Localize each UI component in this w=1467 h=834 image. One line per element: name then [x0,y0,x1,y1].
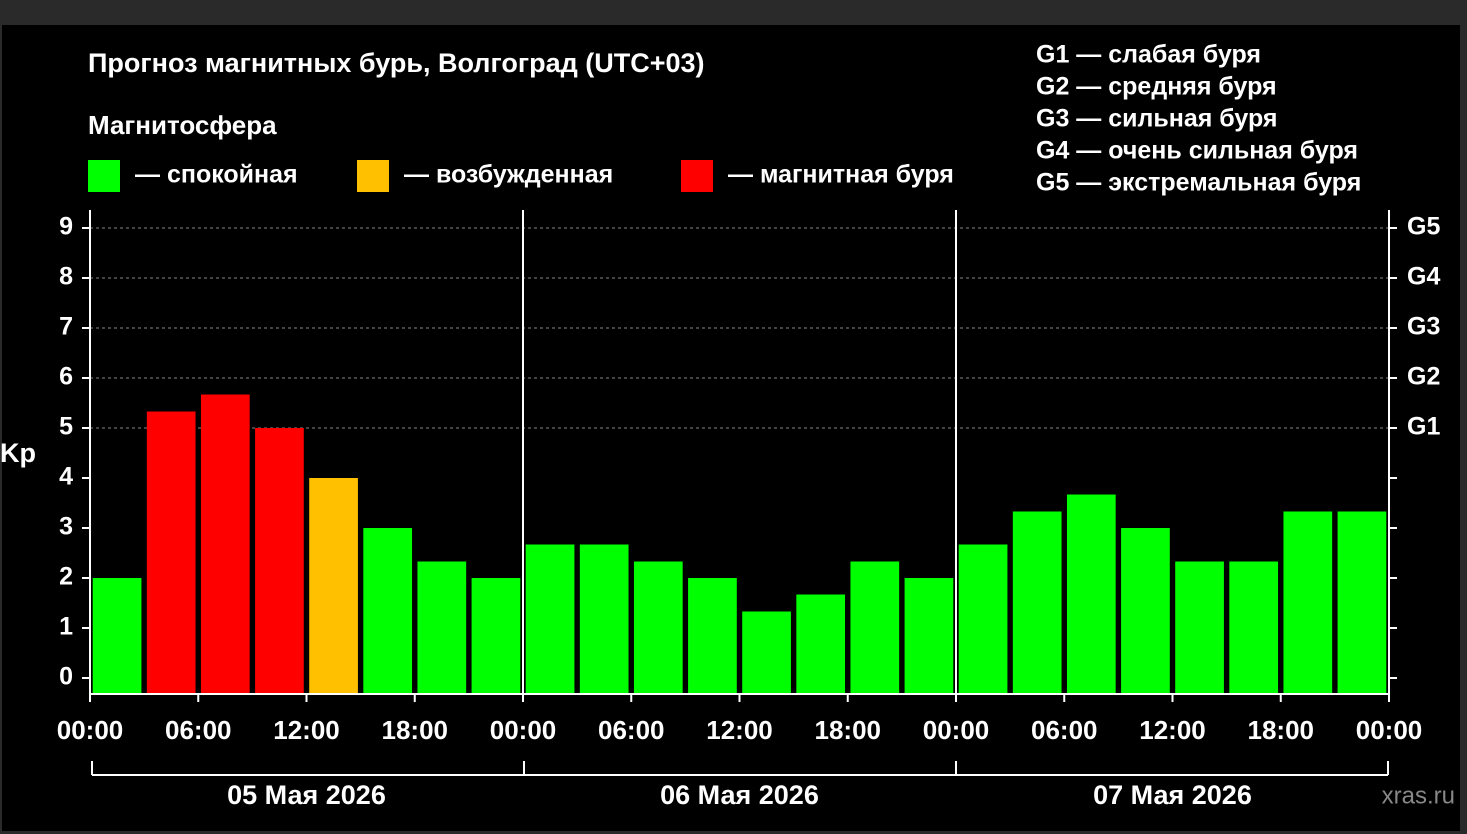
bar [850,561,900,694]
storm-scale-label: G2 — средняя буря [1036,73,1277,101]
bar [958,544,1008,694]
x-tick-label: 00:00 [923,715,990,745]
storm-scale-label: G4 — очень сильная буря [1036,137,1358,165]
bar [688,578,737,694]
x-tick-label: 12:00 [706,715,773,745]
x-tick-label: 00:00 [490,715,557,745]
x-tick-label: 12:00 [1139,715,1206,745]
bar [146,411,196,694]
bar [633,561,683,694]
y2-tick-label: G5 [1407,213,1440,241]
bar [742,611,791,694]
y2-tick-label: G2 [1407,363,1440,391]
bar [1012,511,1062,694]
bar [255,428,304,694]
y-tick-label: 3 [59,513,73,541]
bar [200,394,250,694]
bar [1175,561,1224,694]
x-tick-label: 06:00 [165,715,232,745]
x-tick-label: 12:00 [273,715,340,745]
y-tick-label: 8 [59,263,73,291]
watermark: xras.ru [1382,782,1455,809]
bar [1066,494,1116,694]
y-axis-label: Kp [0,438,36,468]
legend-label: — спокойная [135,161,298,189]
bar [1229,561,1279,694]
storm-scale-label: G1 — слабая буря [1036,41,1261,69]
bar [904,578,954,694]
y-tick-label: 4 [59,463,73,491]
x-tick-label: 00:00 [57,715,124,745]
storm-scale-label: G3 — сильная буря [1036,105,1278,133]
legend-title: Магнитосфера [88,110,277,140]
bar [471,578,521,694]
y-tick-label: 2 [59,563,73,591]
x-tick-label: 18:00 [815,715,882,745]
y2-tick-label: G1 [1407,413,1440,441]
x-tick-label: 18:00 [382,715,449,745]
x-tick-label: 00:00 [1356,715,1423,745]
bar [417,561,467,694]
legend-swatch [88,160,120,192]
legend-label: — магнитная буря [728,161,954,189]
x-tick-label: 06:00 [1031,715,1098,745]
bar [796,594,846,694]
legend-swatch [681,160,713,192]
bar [579,544,629,694]
y-tick-label: 0 [59,663,73,691]
y2-tick-label: G4 [1407,263,1440,291]
y-tick-label: 1 [59,613,73,641]
x-tick-label: 18:00 [1248,715,1315,745]
y-tick-label: 9 [59,213,73,241]
legend-swatch [357,160,389,192]
bar [363,528,413,694]
y-tick-label: 7 [59,313,73,341]
y-tick-label: 6 [59,363,73,391]
bar [92,578,142,694]
bar [309,478,358,694]
bar [1283,511,1333,694]
date-label: 05 Мая 2026 [227,780,386,810]
legend-label: — возбужденная [404,161,613,189]
date-label: 07 Мая 2026 [1093,780,1252,810]
chart-title: Прогноз магнитных бурь, Волгоград (UTC+0… [88,48,705,78]
y-tick-label: 5 [59,413,73,441]
x-tick-label: 06:00 [598,715,665,745]
storm-scale-label: G5 — экстремальная буря [1036,169,1361,197]
date-label: 06 Мая 2026 [660,780,819,810]
y2-tick-label: G3 [1407,313,1440,341]
bar [525,544,575,694]
bar [1337,511,1387,694]
bar [1121,528,1170,694]
